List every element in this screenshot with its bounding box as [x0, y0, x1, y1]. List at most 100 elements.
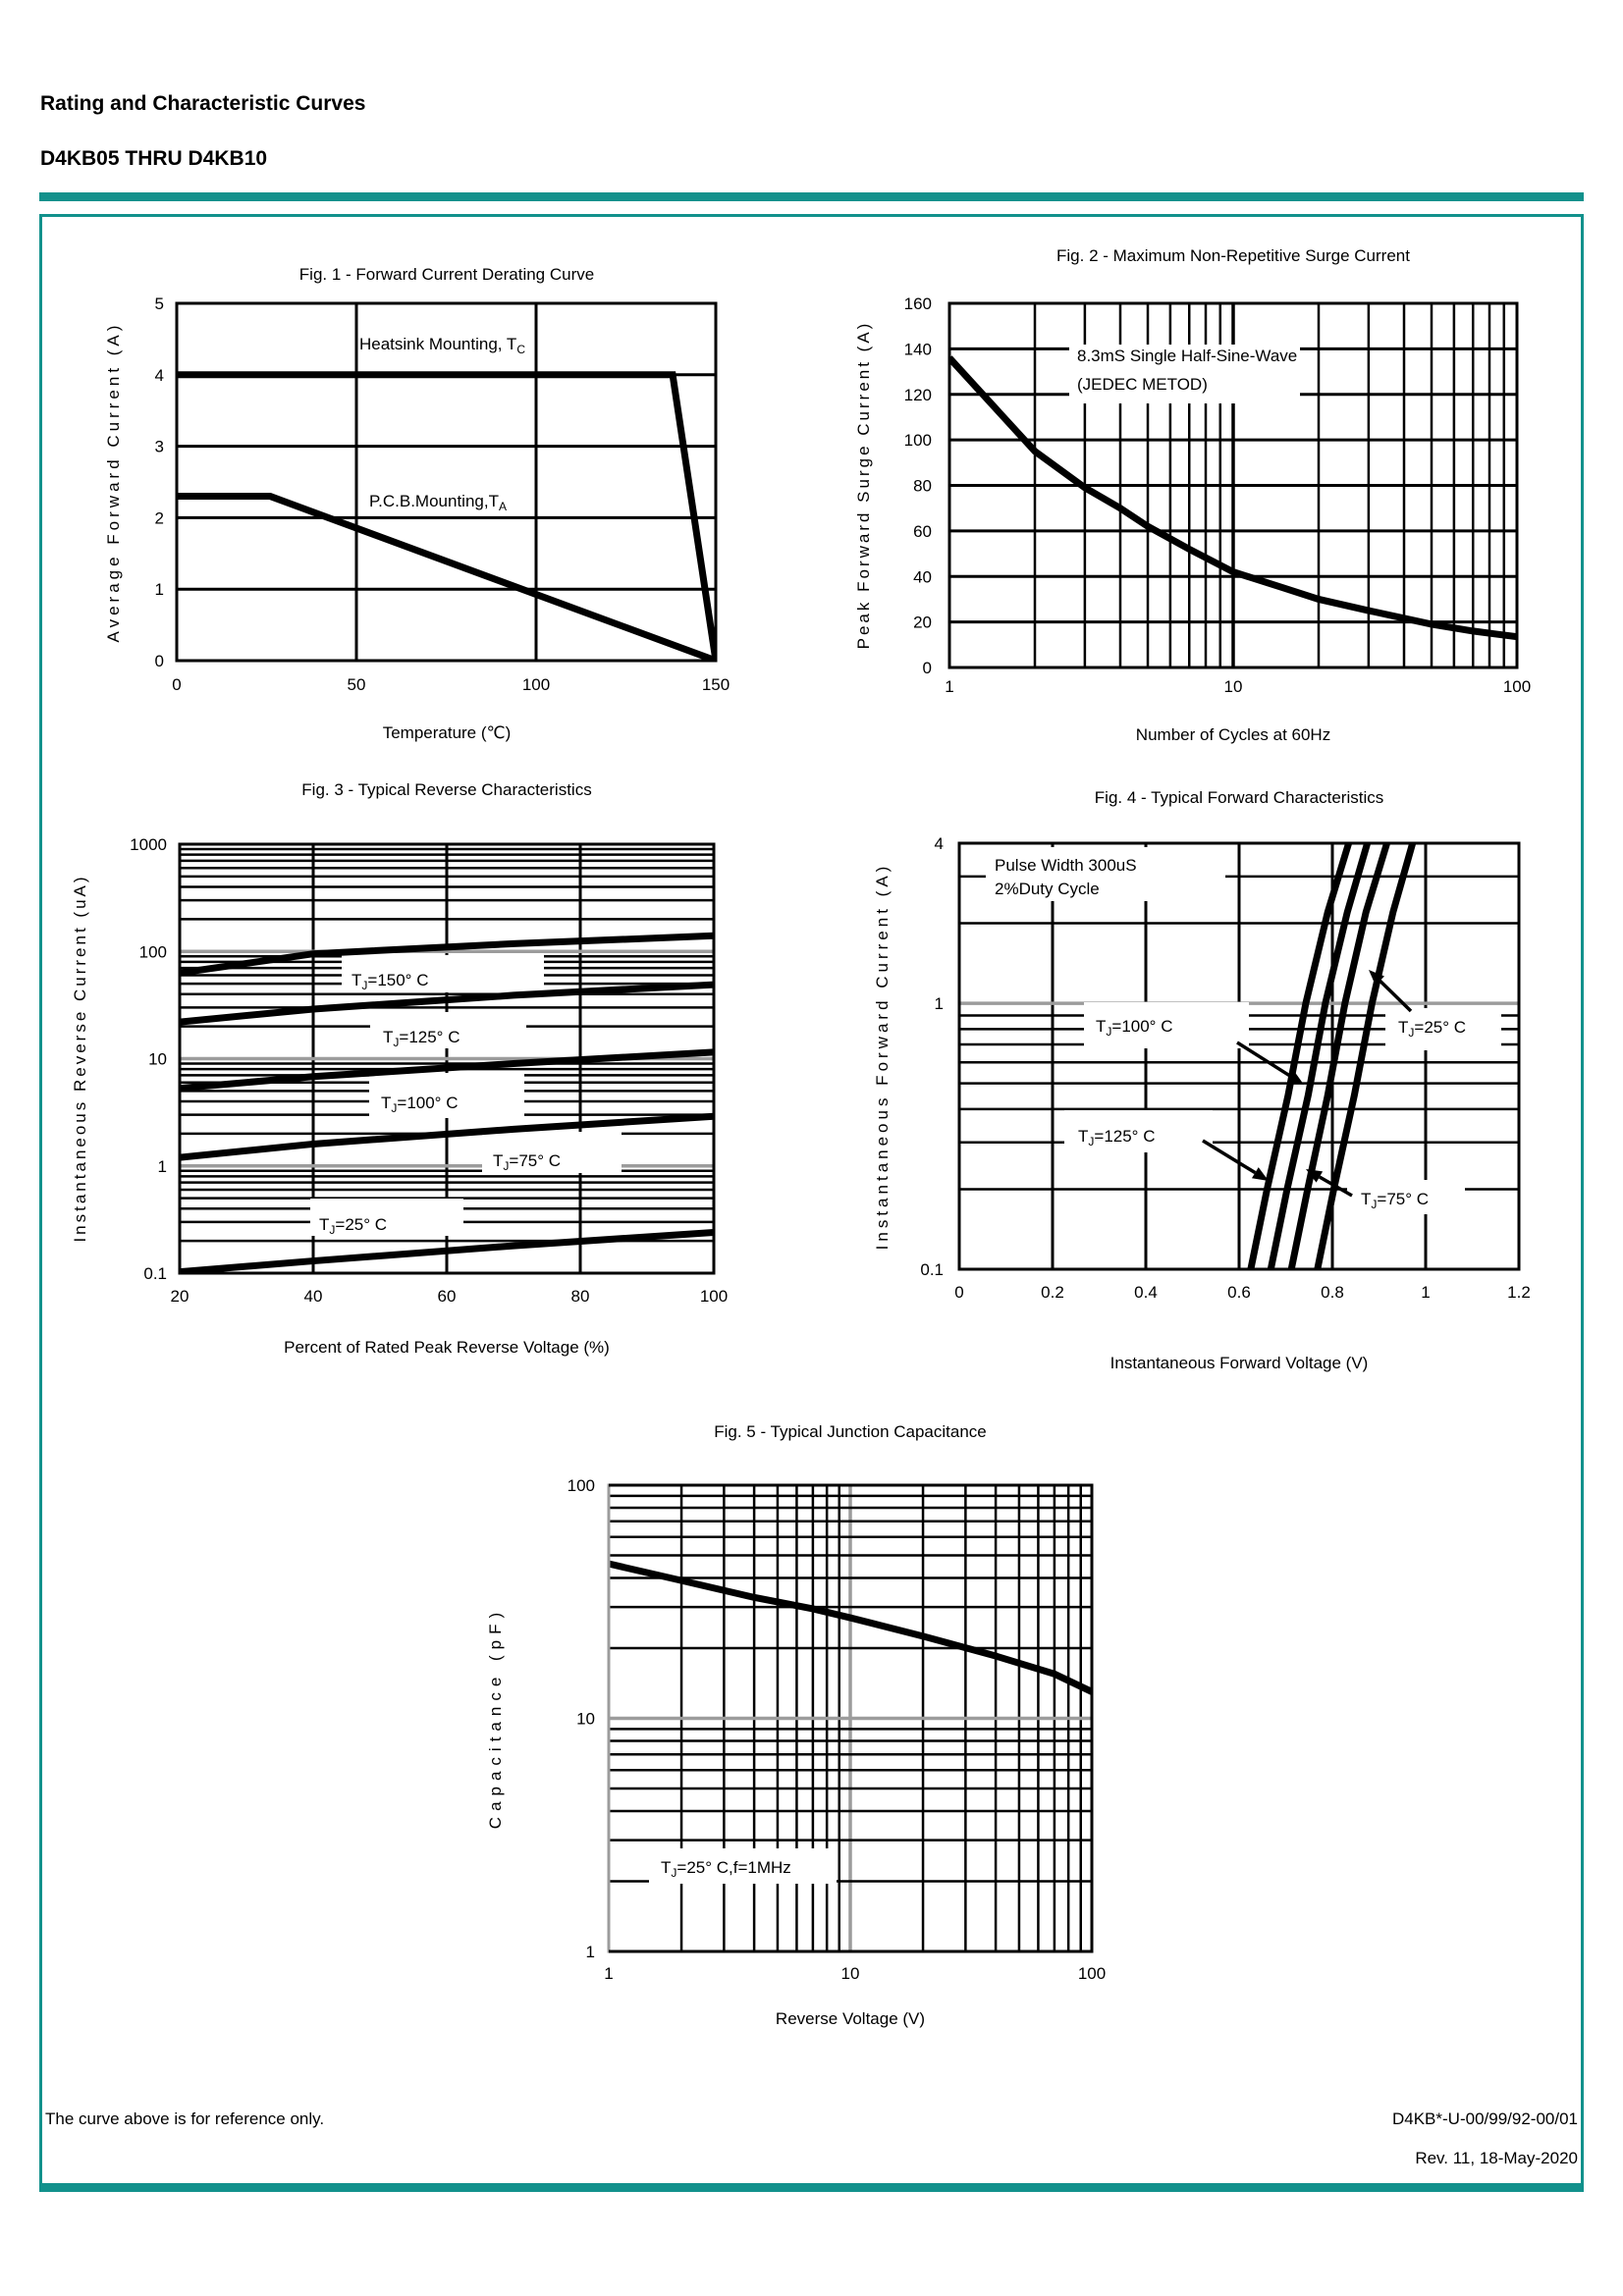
fig3-label: TJ=25° C: [319, 1215, 387, 1237]
fig4-arrow-2: [1379, 979, 1413, 1013]
fig3-curve-2: [180, 1048, 714, 1093]
reference-note: The curve above is for reference only.: [45, 2109, 325, 2128]
fig5-y-tick: 10: [576, 1710, 595, 1729]
fig4-label-bg: [1064, 1110, 1213, 1152]
fig3-y-tick: 10: [148, 1050, 167, 1069]
fig4-label-bg: [1347, 1180, 1465, 1214]
part-range-subtitle: D4KB05 THRU D4KB10: [40, 147, 268, 170]
fig1-x-tick: 100: [522, 675, 550, 694]
fig2-y-tick: 100: [904, 431, 932, 450]
fig4-x-axis-title: Instantaneous Forward Voltage (V): [1110, 1354, 1369, 1372]
fig1-y-tick: 2: [155, 508, 164, 527]
fig4-x-tick: 0.6: [1227, 1283, 1251, 1302]
fig4-label: Pulse Width 300uS: [995, 856, 1137, 875]
fig3-curve-0: [180, 932, 714, 977]
fig2-annotations: 8.3mS Single Half-Sine-Wave (JEDEC METOD): [1069, 345, 1300, 403]
fig1-curve-1: [177, 493, 716, 661]
fig4-arrow-1-head: [1251, 1167, 1269, 1181]
fig4-label: TJ=125° C: [1078, 1127, 1155, 1148]
page-title: Rating and Characteristic Curves: [40, 92, 366, 115]
fig3-label-bg: [342, 955, 544, 992]
fig3-label: TJ=125° C: [383, 1028, 460, 1049]
fig1-chart: Heatsink Mounting, TC P.C.B.Mounting,TA 0 5…: [104, 265, 730, 742]
fig2-y-axis-title: Peak Forward Surge Current (A): [854, 321, 873, 650]
fig2-label: (JEDEC METOD): [1077, 375, 1208, 394]
title-divider-bar: [39, 192, 1584, 201]
fig2-y-tick: 140: [904, 340, 932, 358]
fig1-y-tick: 5: [155, 294, 164, 313]
fig2-grid: [949, 303, 1517, 667]
fig4-arrow-1: [1202, 1139, 1257, 1175]
fig3-x-tick: 20: [171, 1287, 189, 1306]
fig4-y-tick: 1: [935, 994, 944, 1013]
fig4-arrow-3: [1319, 1175, 1353, 1198]
fig2-y-tick: 120: [904, 386, 932, 404]
fig4-label-bg: [986, 847, 1225, 901]
fig1-title: Fig. 1 - Forward Current Derating Curve: [299, 265, 594, 284]
fig5-curve-0: [609, 1560, 1092, 1695]
fig1-grid: [177, 303, 716, 661]
fig5-x-tick: 10: [841, 1964, 860, 1983]
fig3-y-axis-title: Instantaneous Reverse Current (uA): [71, 874, 89, 1242]
fig2-series: [949, 355, 1517, 641]
fig4-x-tick: 0.4: [1134, 1283, 1158, 1302]
fig5-x-tick: 1: [604, 1964, 613, 1983]
fig4-y-axis-title: Instantaneous Forward Current (A): [873, 863, 892, 1251]
fig4-x-tick: 1: [1421, 1283, 1430, 1302]
fig4-x-tick: 0: [954, 1283, 963, 1302]
fig4-curve-3: [1314, 843, 1417, 1269]
fig2-label: 8.3mS Single Half-Sine-Wave: [1077, 347, 1297, 365]
fig4-curve-1: [1267, 843, 1371, 1269]
fig2-y-tick: 40: [913, 567, 932, 586]
fig3-x-tick: 100: [700, 1287, 728, 1306]
fig5-annotations: TJ=25° C,f=1MHz: [649, 1848, 837, 1884]
fig4-label-bg: [1084, 1002, 1249, 1048]
fig3-curve-3: [180, 1112, 714, 1161]
fig1-y-tick: 1: [155, 580, 164, 599]
fig4-curve-0: [1247, 843, 1352, 1269]
fig1-x-tick: 150: [702, 675, 730, 694]
fig1-y-axis-title: Average Forward Current (A): [104, 322, 123, 643]
fig2-x-tick: 10: [1224, 677, 1243, 696]
fig5-series: [609, 1560, 1092, 1695]
fig1-y-tick: 4: [155, 366, 164, 385]
fig3-y-tick: 1: [158, 1157, 167, 1176]
fig4-label: TJ=75° C: [1361, 1190, 1429, 1211]
fig2-title: Fig. 2 - Maximum Non-Repetitive Surge Cu…: [1056, 246, 1410, 265]
fig2-y-tick: 160: [904, 294, 932, 313]
document-number: D4KB*-U-00/99/92-00/01: [1391, 2109, 1578, 2128]
fig3-annotations: TJ=150° C TJ=125° C TJ=100° C TJ=75° C TJ=25…: [310, 955, 622, 1237]
fig4-label-bg: [1385, 1008, 1501, 1050]
fig5-y-tick: 100: [568, 1476, 595, 1495]
fig1-x-tick: 0: [172, 675, 181, 694]
fig5-x-tick: 100: [1078, 1964, 1106, 1983]
fig4-arrow-3-head: [1306, 1169, 1324, 1183]
fig3-label-bg: [369, 1073, 524, 1118]
fig1-y-tick: 3: [155, 438, 164, 456]
fig1-curve-0: [177, 371, 716, 661]
fig3-x-tick: 80: [571, 1287, 590, 1306]
fig4-x-tick: 1.2: [1507, 1283, 1531, 1302]
fig3-label-bg: [310, 1199, 463, 1236]
fig2-y-tick: 80: [913, 477, 932, 496]
fig3-x-tick: 40: [304, 1287, 323, 1306]
fig4-arrow-0: [1236, 1041, 1292, 1078]
fig2-x-tick: 100: [1503, 677, 1531, 696]
fig1-label: Heatsink Mounting, TC: [359, 335, 525, 356]
fig3-label: TJ=75° C: [493, 1151, 561, 1173]
fig5-y-tick: 1: [586, 1943, 595, 1961]
fig3-label: TJ=150° C: [352, 971, 428, 992]
fig4-label: TJ=100° C: [1096, 1017, 1172, 1039]
fig1-y-tick: 0: [155, 652, 164, 670]
fig2-x-axis-title: Number of Cycles at 60Hz: [1136, 725, 1330, 744]
revision-date: Rev. 11, 18-May-2020: [1415, 2149, 1578, 2167]
fig3-y-tick: 0.1: [143, 1264, 167, 1283]
fig3-curve-4: [180, 1228, 714, 1273]
fig4-y-tick: 4: [935, 834, 944, 853]
fig3-x-axis-title: Percent of Rated Peak Reverse Voltage (%…: [284, 1338, 610, 1357]
fig5-x-axis-title: Reverse Voltage (V): [776, 2009, 925, 2028]
fig4-curve-2: [1287, 843, 1390, 1269]
fig4-y-tick: 0.1: [920, 1260, 944, 1279]
